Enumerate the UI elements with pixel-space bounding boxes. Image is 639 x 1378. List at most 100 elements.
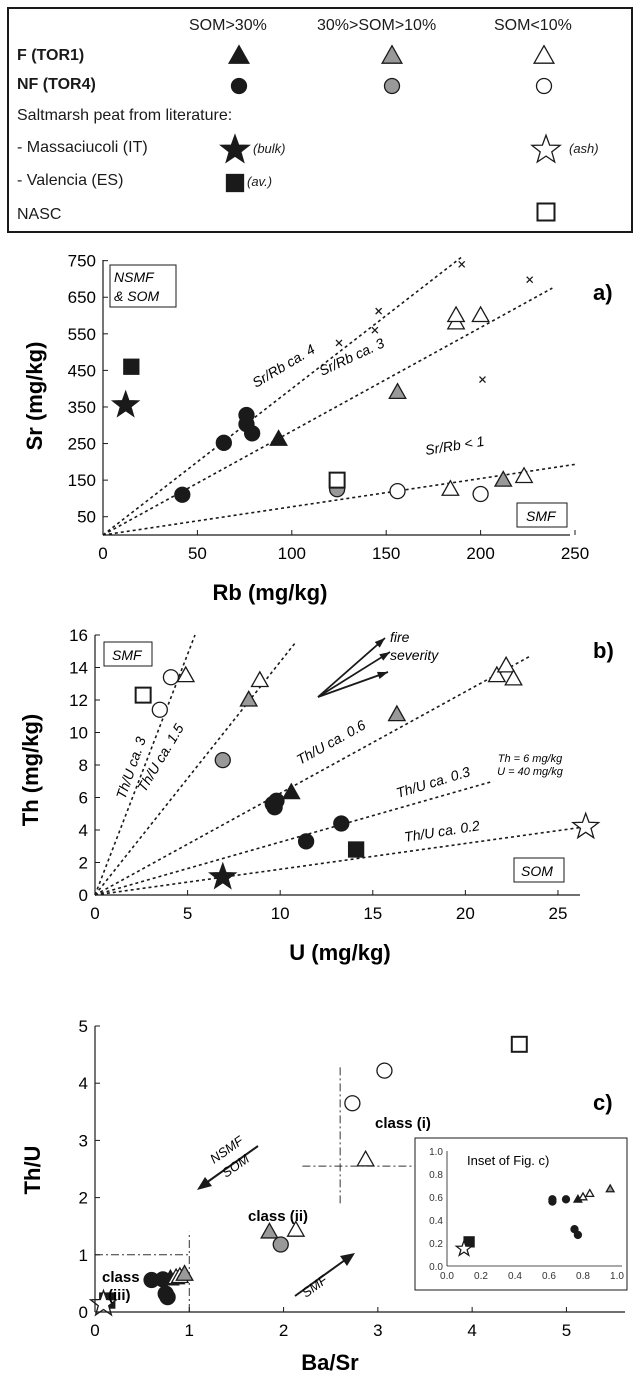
b-fire-label: fire: [390, 629, 410, 645]
legend-bulk-note: (bulk): [253, 141, 286, 156]
data-point-circle: [266, 799, 283, 816]
data-point-circle: [159, 1288, 176, 1306]
x-tick-label: 0: [90, 1321, 99, 1340]
c-class-iii-2: (iii): [108, 1287, 131, 1304]
c-x-label: Ba/Sr: [301, 1350, 359, 1375]
y-tick-label: 16: [69, 626, 88, 645]
data-point-triangle: [471, 305, 490, 323]
data-point-circle: [174, 486, 191, 503]
a-line-label-1: Sr/Rb < 1: [424, 433, 485, 458]
inset-y-tick-label: 0.8: [429, 1170, 443, 1181]
a-x-label: Rb (mg/kg): [213, 580, 328, 605]
b-severity-label: severity: [390, 647, 439, 663]
legend-triangle-marker: [532, 44, 556, 64]
data-point-triangle: [388, 382, 407, 399]
data-point-star: [88, 1288, 119, 1317]
a-line-label-3: Sr/Rb ca. 3: [317, 335, 387, 379]
data-point-circle: [333, 815, 350, 832]
c-nsmf-arrow: [197, 1145, 259, 1190]
data-point-circle: [272, 1236, 289, 1253]
data-point-triangle: [441, 479, 460, 496]
b-smf-box: [103, 641, 153, 667]
x-tick-label: 5: [183, 904, 192, 923]
c-smf-arrow: [294, 1253, 355, 1297]
c-class-iii-1: class: [102, 1269, 140, 1286]
c-class-ii: class (ii): [248, 1208, 308, 1225]
data-point-triangle: [514, 466, 534, 484]
data-point-triangle: [387, 704, 407, 722]
data-point-circle: [344, 1095, 361, 1112]
c-y-label: Th/U: [20, 1146, 45, 1195]
data-point-square: [328, 471, 346, 489]
inset-x-tick-label: 0.0: [440, 1271, 454, 1282]
inset-point-triangle: [578, 1191, 588, 1201]
b-line-label-06: Th/U ca. 0.6: [294, 717, 369, 768]
data-point-x: [375, 307, 383, 315]
y-tick-label: 10: [69, 724, 88, 743]
b-som-box: [513, 857, 565, 883]
b-star-note-1: Th = 6 mg/kg: [498, 753, 563, 765]
legend-circle-marker: [535, 77, 553, 95]
x-tick-label: 3: [373, 1321, 382, 1340]
fire-arrow-head: [377, 671, 388, 680]
data-point-x: [458, 260, 466, 268]
data-point-x: [371, 326, 379, 334]
ratio-line: [94, 655, 531, 896]
legend-circle-marker: [230, 77, 248, 95]
ratio-line: [102, 256, 463, 536]
data-point-triangle: [356, 1149, 375, 1167]
y-tick-label: 0: [79, 1303, 88, 1322]
data-point-triangle: [446, 305, 466, 323]
x-tick-label: 250: [561, 544, 589, 563]
c-smf-label: SMF: [299, 1272, 331, 1301]
data-point-circle: [214, 751, 231, 769]
b-line-label-02: Th/U ca. 0.2: [403, 817, 481, 845]
legend-square-marker: [225, 173, 245, 193]
inset-y-tick-label: 0.6: [429, 1193, 443, 1204]
y-tick-label: 3: [79, 1131, 88, 1150]
data-point-triangle: [250, 670, 270, 688]
b-smf-label: SMF: [112, 647, 143, 663]
x-tick-label: 200: [466, 544, 494, 563]
data-point-triangle: [487, 665, 507, 683]
x-tick-label: 50: [188, 544, 207, 563]
x-tick-label: 2: [279, 1321, 288, 1340]
inset-point-triangle: [605, 1183, 616, 1193]
x-tick-label: 150: [372, 544, 400, 563]
y-tick-label: 1: [79, 1246, 88, 1265]
data-point-square: [123, 358, 140, 375]
b-som-label: SOM: [521, 863, 553, 879]
data-point-circle: [244, 425, 261, 442]
legend-massaciucoli: - Massaciucoli (IT): [17, 139, 148, 156]
data-point-circle: [389, 482, 406, 500]
legend-circle-marker: [383, 77, 401, 95]
inset-y-tick-label: 0.0: [429, 1262, 443, 1273]
a-line-label-4: Sr/Rb ca. 4: [249, 341, 317, 391]
y-tick-label: 650: [68, 288, 96, 307]
legend-col-header-2: 30%>SOM>10%: [317, 17, 437, 34]
legend-box: SOM>30% 30%>SOM>10% SOM<10% F (TOR1) NF …: [7, 7, 633, 233]
y-tick-label: 250: [68, 435, 96, 454]
inset-point-circle: [561, 1195, 571, 1204]
fire-arrow: [317, 671, 389, 698]
x-tick-label: 1: [185, 1321, 194, 1340]
data-point-triangle: [504, 668, 523, 686]
data-point-triangle: [286, 1220, 306, 1237]
data-point-circle: [151, 701, 168, 718]
inset-point-triangle: [584, 1188, 595, 1198]
panel-b-chart: 0 5 10 15 20 25 0 2 4 6 8 10 12 14 16 U (mg/kg) Th (mg…: [18, 626, 614, 965]
data-point-triangle: [260, 1221, 279, 1239]
data-point-triangle: [239, 690, 259, 707]
legend-star-marker: [530, 133, 562, 164]
data-point-circle: [472, 485, 489, 503]
y-tick-label: 150: [68, 471, 96, 490]
inset-x-tick-label: 1.0: [610, 1271, 624, 1282]
data-point-square: [347, 841, 365, 858]
b-x-label: U (mg/kg): [289, 940, 390, 965]
inset-point-circle: [548, 1195, 557, 1204]
y-tick-label: 14: [69, 659, 88, 678]
y-tick-label: 4: [79, 821, 88, 840]
legend-ash-note: (ash): [569, 141, 599, 156]
a-nsmf-box: [109, 264, 177, 308]
